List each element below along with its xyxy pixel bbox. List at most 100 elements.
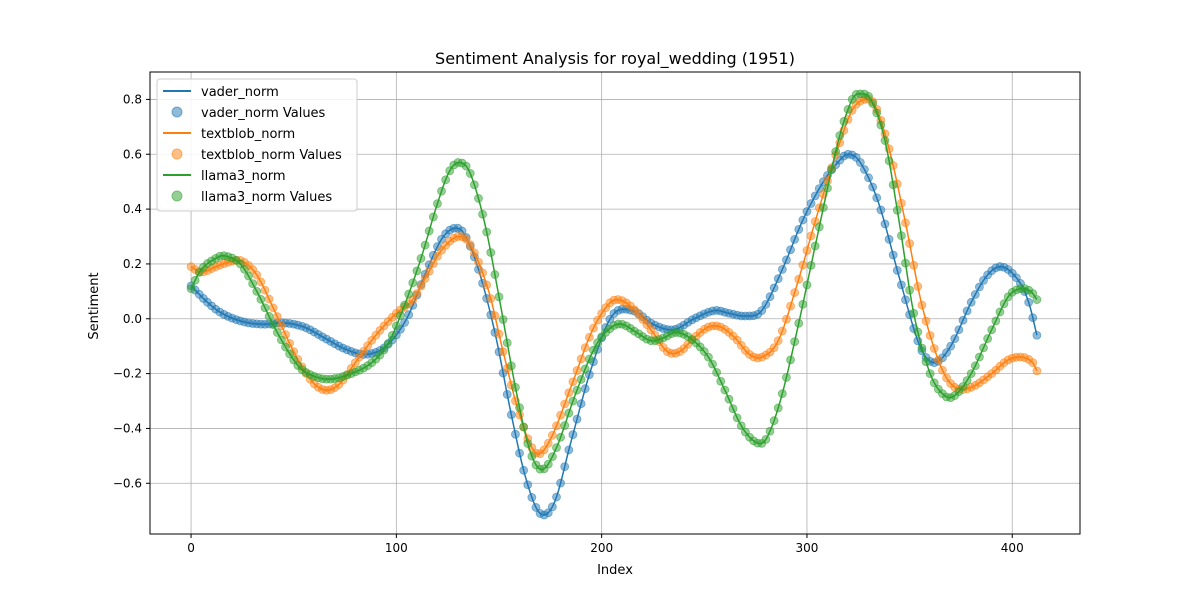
data-point-llama3_norm (827, 164, 836, 174)
data-point-llama3_norm (441, 175, 451, 185)
y-tick-label: 0.6 (123, 147, 142, 161)
data-point-llama3_norm (732, 413, 742, 423)
data-point-llama3_norm (379, 345, 389, 355)
series-layer (186, 89, 1042, 520)
data-point-textblob_norm (482, 280, 492, 290)
data-point-textblob_norm (925, 331, 935, 340)
data-point-vader_norm (794, 224, 804, 234)
data-point-llama3_norm (515, 403, 524, 413)
data-point-llama3_norm (823, 183, 832, 193)
data-point-llama3_norm (478, 209, 487, 219)
data-point-llama3_norm (486, 248, 496, 257)
data-point-llama3_norm (589, 345, 598, 355)
data-point-vader_norm (876, 205, 886, 215)
data-point-textblob_norm (433, 251, 442, 261)
data-point-llama3_norm (482, 227, 492, 237)
data-point-llama3_norm (584, 354, 594, 364)
data-point-textblob_norm (498, 347, 508, 357)
data-point-llama3_norm (962, 376, 972, 385)
data-point-llama3_norm (240, 264, 249, 274)
data-point-vader_norm (872, 193, 882, 203)
data-point-vader_norm (806, 199, 816, 208)
data-point-llama3_norm (712, 367, 722, 377)
data-point-vader_norm (1032, 330, 1042, 340)
data-point-llama3_norm (876, 120, 886, 130)
data-point-textblob_norm (901, 218, 910, 228)
data-point-vader_norm (400, 318, 409, 327)
data-point-llama3_norm (983, 334, 993, 343)
data-point-textblob_norm (272, 312, 282, 321)
data-point-llama3_norm (991, 316, 1001, 326)
data-point-textblob_norm (412, 289, 422, 298)
data-point-llama3_norm (506, 361, 516, 371)
data-point-llama3_norm (970, 361, 980, 371)
data-point-textblob_norm (543, 438, 553, 448)
data-point-vader_norm (896, 280, 906, 290)
data-point-vader_norm (810, 191, 820, 201)
data-point-vader_norm (786, 245, 795, 255)
data-point-llama3_norm (790, 337, 800, 347)
data-point-textblob_norm (921, 316, 931, 326)
legend-swatch-dot (171, 106, 183, 118)
data-point-llama3_norm (260, 303, 270, 313)
data-point-vader_norm (884, 234, 894, 244)
data-point-llama3_norm (387, 330, 397, 340)
data-point-vader_norm (782, 255, 791, 265)
data-point-vader_norm (769, 283, 779, 293)
data-point-llama3_norm (580, 364, 590, 374)
data-point-vader_norm (798, 215, 808, 225)
data-point-vader_norm (958, 315, 968, 325)
y-tick-label: −0.4 (113, 421, 142, 435)
data-point-llama3_norm (391, 321, 401, 331)
data-point-llama3_norm (248, 279, 258, 289)
data-point-llama3_norm (252, 286, 262, 296)
data-point-llama3_norm (437, 186, 446, 196)
data-point-textblob_norm (913, 282, 923, 291)
data-point-vader_norm (1024, 297, 1034, 307)
data-point-llama3_norm (465, 169, 475, 178)
y-axis-label: Sentiment (87, 272, 102, 339)
data-point-llama3_norm (736, 421, 746, 431)
data-point-llama3_norm (276, 335, 286, 345)
data-point-llama3_norm (396, 311, 405, 321)
data-point-textblob_norm (929, 344, 939, 353)
series-llama3_norm (186, 89, 1042, 474)
y-tick-label: 0.0 (123, 312, 142, 326)
data-point-textblob_norm (260, 285, 270, 295)
data-point-llama3_norm (469, 180, 479, 190)
data-point-textblob_norm (572, 366, 582, 375)
data-point-llama3_norm (564, 408, 574, 418)
data-point-llama3_norm (872, 108, 882, 118)
data-point-llama3_norm (190, 275, 200, 285)
data-point-llama3_norm (572, 385, 582, 395)
legend-box (156, 78, 358, 212)
data-point-textblob_norm (1032, 366, 1042, 376)
data-point-llama3_norm (724, 394, 734, 404)
data-point-textblob_norm (917, 300, 927, 310)
data-point-textblob_norm (490, 311, 500, 320)
legend-label: llama3_norm (201, 169, 286, 184)
data-point-llama3_norm (892, 205, 902, 215)
data-point-llama3_norm (428, 212, 438, 222)
x-tick-label: 100 (385, 541, 408, 555)
data-point-llama3_norm (704, 352, 713, 362)
data-point-llama3_norm (383, 339, 393, 348)
data-point-llama3_norm (810, 241, 820, 251)
legend-label: textblob_norm Values (201, 148, 342, 163)
chart-title: Sentiment Analysis for royal_wedding (19… (435, 49, 795, 69)
data-point-vader_norm (506, 410, 516, 420)
legend-swatch-dot (171, 148, 183, 160)
data-point-llama3_norm (552, 443, 561, 453)
x-axis-label: Index (597, 563, 633, 578)
data-point-vader_norm (860, 165, 869, 174)
data-point-textblob_norm (469, 248, 479, 258)
data-point-llama3_norm (400, 300, 409, 310)
data-point-textblob_norm (938, 365, 947, 375)
data-point-llama3_norm (921, 357, 931, 367)
data-point-llama3_norm (1028, 289, 1038, 298)
data-point-llama3_norm (708, 359, 717, 369)
y-tick-label: 0.8 (123, 92, 142, 106)
data-point-textblob_norm (465, 240, 475, 250)
legend: vader_norm vader_norm Values textblob_norm… (156, 78, 358, 212)
